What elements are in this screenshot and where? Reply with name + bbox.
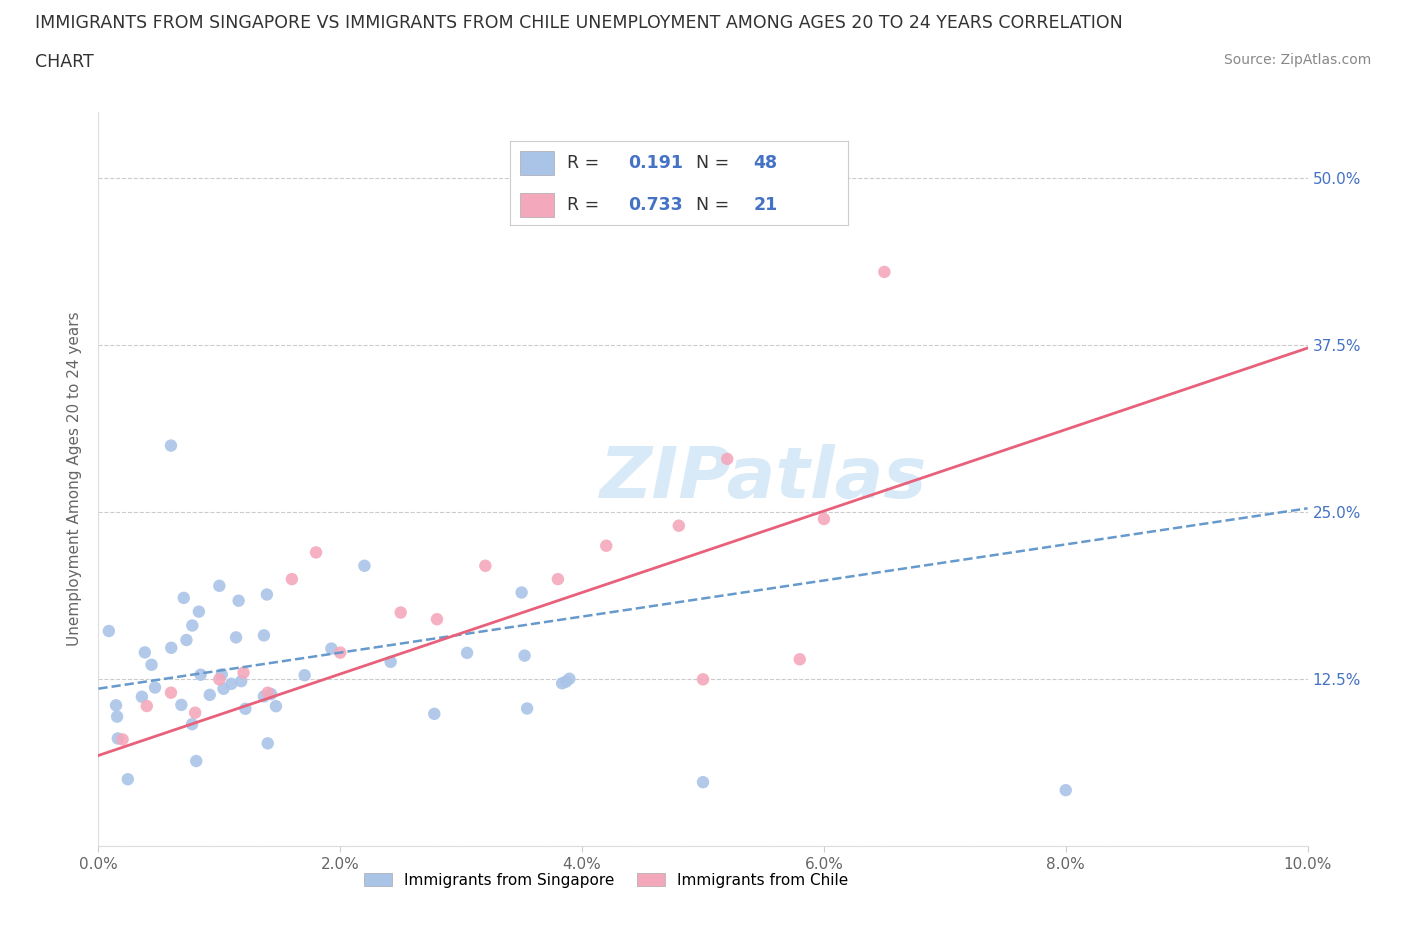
Point xyxy=(692,671,714,686)
Point xyxy=(184,705,207,720)
Point xyxy=(187,604,209,619)
Point xyxy=(558,671,581,686)
Point xyxy=(305,545,328,560)
Point xyxy=(160,438,183,453)
Point xyxy=(813,512,835,526)
Point xyxy=(256,685,278,700)
Point xyxy=(516,701,538,716)
Point xyxy=(160,641,183,656)
Point xyxy=(176,632,198,647)
Text: ZIPatlas: ZIPatlas xyxy=(600,445,927,513)
Point xyxy=(232,665,254,680)
Point xyxy=(225,630,247,644)
Point xyxy=(186,753,208,768)
Point xyxy=(105,710,128,724)
Point xyxy=(551,676,574,691)
Point xyxy=(423,707,446,722)
Point xyxy=(235,701,257,716)
Point xyxy=(260,686,283,701)
Y-axis label: Unemployment Among Ages 20 to 24 years: Unemployment Among Ages 20 to 24 years xyxy=(67,312,83,646)
Point xyxy=(789,652,811,667)
Point xyxy=(329,645,352,660)
Point xyxy=(135,698,157,713)
Point xyxy=(221,676,243,691)
Point xyxy=(555,674,578,689)
Point xyxy=(170,698,193,712)
Point xyxy=(426,612,449,627)
Point xyxy=(143,680,166,695)
Point xyxy=(97,624,120,639)
Point xyxy=(294,668,316,683)
Point xyxy=(389,605,412,620)
Point xyxy=(474,558,496,573)
Point xyxy=(456,645,478,660)
Point xyxy=(231,673,253,688)
Point xyxy=(547,572,569,587)
Text: Source: ZipAtlas.com: Source: ZipAtlas.com xyxy=(1223,53,1371,67)
Point xyxy=(198,687,221,702)
Point xyxy=(117,772,139,787)
Point xyxy=(281,572,304,587)
Point xyxy=(173,591,195,605)
Point xyxy=(692,775,714,790)
Point xyxy=(131,689,153,704)
Point xyxy=(256,736,278,751)
Point xyxy=(253,689,276,704)
Point xyxy=(510,585,533,600)
Point xyxy=(208,671,231,686)
Point xyxy=(134,645,156,660)
Text: CHART: CHART xyxy=(35,53,94,71)
Point xyxy=(211,667,233,682)
Point xyxy=(107,731,129,746)
Text: IMMIGRANTS FROM SINGAPORE VS IMMIGRANTS FROM CHILE UNEMPLOYMENT AMONG AGES 20 TO: IMMIGRANTS FROM SINGAPORE VS IMMIGRANTS … xyxy=(35,14,1123,32)
Point xyxy=(141,658,163,672)
Legend: Immigrants from Singapore, Immigrants from Chile: Immigrants from Singapore, Immigrants fr… xyxy=(359,867,855,894)
Point xyxy=(1054,783,1077,798)
Point xyxy=(716,451,738,466)
Point xyxy=(513,648,536,663)
Point xyxy=(181,618,204,633)
Point xyxy=(212,682,235,697)
Point xyxy=(256,587,278,602)
Point xyxy=(873,264,896,279)
Point xyxy=(181,717,204,732)
Point xyxy=(353,558,375,573)
Point xyxy=(105,698,128,712)
Point xyxy=(264,698,287,713)
Point xyxy=(595,538,617,553)
Point xyxy=(111,732,134,747)
Point xyxy=(321,641,343,656)
Point xyxy=(160,685,183,700)
Point xyxy=(190,668,212,683)
Point xyxy=(253,628,276,643)
Point xyxy=(380,655,402,670)
Point xyxy=(668,518,690,533)
Point xyxy=(228,593,250,608)
Point xyxy=(208,578,231,593)
